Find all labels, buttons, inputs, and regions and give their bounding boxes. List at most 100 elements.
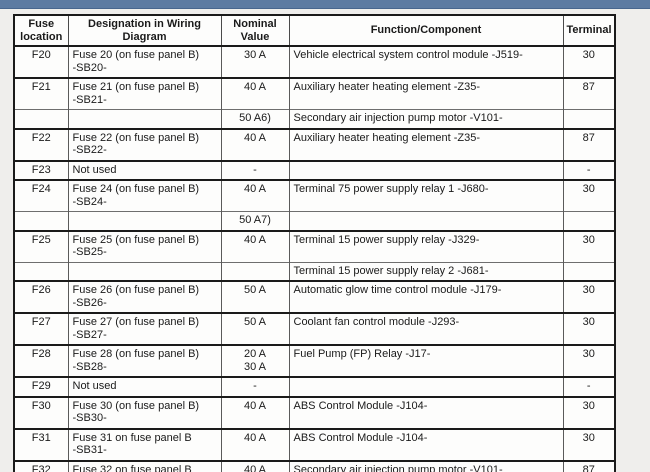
function-cell: Vehicle electrical system control module… bbox=[288, 46, 563, 78]
function-cell: ABS Control Module -J104- bbox=[288, 396, 563, 429]
terminal-cell: 87 bbox=[562, 460, 615, 472]
fuse-location-cell: F23 bbox=[31, 163, 51, 176]
nominal-value-cell: - bbox=[220, 377, 289, 397]
fuse-location-cell: F31 bbox=[31, 431, 51, 444]
terminal-cell: - bbox=[562, 377, 615, 397]
terminal-cell: - bbox=[562, 160, 615, 180]
designation-cell: Fuse 25 (on fuse panel B) -SB25- bbox=[67, 230, 221, 262]
table-row: F21 Fuse 21 (on fuse panel B) -SB21- 40 … bbox=[14, 78, 615, 110]
terminal-cell: 87 bbox=[562, 78, 615, 110]
nominal-value-cell: 50 A bbox=[220, 281, 289, 313]
table-row: 50 A6) Secondary air injection pump moto… bbox=[14, 109, 615, 129]
designation-cell: Not used bbox=[67, 160, 221, 180]
fuse-location-cell: F28 bbox=[31, 348, 51, 360]
table-row: F28 Fuse 28 (on fuse panel B) -SB28- 20 … bbox=[14, 345, 615, 377]
fuse-assignment-table: Fuse location Designation in Wiring Diag… bbox=[13, 14, 616, 472]
column-header-fuse-location: Fuse location bbox=[14, 15, 68, 47]
function-cell: Automatic glow time control module -J179… bbox=[288, 281, 563, 313]
column-header-terminal: Terminal bbox=[562, 15, 615, 47]
designation-cell: Fuse 22 (on fuse panel B) -SB22- bbox=[67, 128, 221, 161]
nominal-value-cell: 50 A6) bbox=[220, 109, 289, 129]
function-cell: Coolant fan control module -J293- bbox=[288, 313, 563, 345]
table-row: Terminal 15 power supply relay 2 -J681- bbox=[14, 262, 615, 281]
table-row: 50 A7) bbox=[14, 211, 615, 231]
function-cell bbox=[288, 377, 563, 397]
nominal-value-cell: - bbox=[220, 160, 289, 180]
table-row: F31 Fuse 31 on fuse panel B -SB31- 40 A … bbox=[14, 428, 615, 461]
table-row: F30 Fuse 30 (on fuse panel B) -SB30- 40 … bbox=[14, 396, 615, 429]
nominal-value-cell: 40 A bbox=[220, 230, 289, 262]
table-body: F20 Fuse 20 (on fuse panel B) -SB20- 30 … bbox=[14, 46, 615, 472]
fuse-location-cell bbox=[14, 212, 68, 231]
terminal-cell: 30 bbox=[562, 396, 615, 429]
table-row: F23 Not used - - bbox=[14, 160, 615, 180]
fuse-location-cell bbox=[14, 110, 68, 129]
table-row: F26 Fuse 26 (on fuse panel B) -SB26- 50 … bbox=[14, 281, 615, 313]
terminal-cell: 30 bbox=[562, 180, 615, 212]
fuse-location-cell: F20 bbox=[31, 49, 51, 61]
nominal-value-cell: 20 A 30 A bbox=[220, 345, 289, 377]
designation-cell bbox=[67, 109, 221, 129]
table-row: F25 Fuse 25 (on fuse panel B) -SB25- 40 … bbox=[14, 230, 615, 262]
table-row: F32 Fuse 32 on fuse panel B -SB32- 40 A … bbox=[14, 460, 615, 472]
function-cell: Secondary air injection pump motor -V101… bbox=[288, 460, 563, 472]
designation-cell bbox=[67, 211, 221, 231]
terminal-cell: 30 bbox=[562, 428, 615, 461]
nominal-value-cell: 40 A bbox=[220, 428, 289, 461]
nominal-value-cell: 50 A7) bbox=[220, 211, 289, 231]
function-cell: Fuel Pump (FP) Relay -J17- bbox=[288, 345, 563, 377]
terminal-cell bbox=[562, 262, 615, 281]
designation-cell: Fuse 31 on fuse panel B -SB31- bbox=[67, 428, 221, 461]
terminal-cell: 30 bbox=[562, 345, 615, 377]
function-cell: Secondary air injection pump motor -V101… bbox=[288, 109, 563, 129]
terminal-cell: 30 bbox=[562, 281, 615, 313]
designation-cell: Fuse 26 (on fuse panel B) -SB26- bbox=[67, 281, 221, 313]
designation-cell: Fuse 20 (on fuse panel B) -SB20- bbox=[67, 46, 221, 78]
table-row: F24 Fuse 24 (on fuse panel B) -SB24- 40 … bbox=[14, 180, 615, 212]
designation-cell: Fuse 32 on fuse panel B -SB32- bbox=[67, 460, 221, 472]
terminal-cell bbox=[562, 211, 615, 231]
terminal-cell bbox=[562, 109, 615, 129]
column-header-nominal-value: Nominal Value bbox=[220, 15, 289, 47]
nominal-value-cell bbox=[220, 262, 289, 281]
terminal-cell: 30 bbox=[562, 46, 615, 78]
terminal-cell: 30 bbox=[562, 313, 615, 345]
function-cell: Auxiliary heater heating element -Z35- bbox=[288, 78, 563, 110]
nominal-value-cell: 40 A bbox=[220, 460, 289, 472]
table-row: F29 Not used - - bbox=[14, 377, 615, 397]
function-cell: ABS Control Module -J104- bbox=[288, 428, 563, 461]
fuse-location-cell: F22 bbox=[31, 131, 51, 144]
fuse-location-cell: F27 bbox=[31, 316, 51, 328]
column-header-designation: Designation in Wiring Diagram bbox=[67, 15, 221, 47]
function-cell: Terminal 15 power supply relay -J329- bbox=[288, 230, 563, 262]
fuse-location-cell: F21 bbox=[31, 81, 51, 93]
column-header-function-component: Function/Component bbox=[288, 15, 563, 47]
function-cell bbox=[288, 211, 563, 231]
fuse-location-cell: F29 bbox=[31, 380, 51, 392]
designation-cell: Fuse 27 (on fuse panel B) -SB27- bbox=[67, 313, 221, 345]
function-cell bbox=[288, 160, 563, 180]
terminal-cell: 30 bbox=[562, 230, 615, 262]
window-top-bar bbox=[0, 0, 650, 9]
nominal-value-cell: 40 A bbox=[220, 180, 289, 212]
fuse-location-cell: F25 bbox=[31, 233, 51, 246]
table-row: F27 Fuse 27 (on fuse panel B) -SB27- 50 … bbox=[14, 313, 615, 345]
fuse-location-cell: F32 bbox=[31, 463, 51, 472]
designation-cell bbox=[67, 262, 221, 281]
fuse-location-cell: F30 bbox=[31, 399, 51, 412]
table-row: F22 Fuse 22 (on fuse panel B) -SB22- 40 … bbox=[14, 128, 615, 161]
nominal-value-cell: 30 A bbox=[220, 46, 289, 78]
nominal-value-cell: 40 A bbox=[220, 128, 289, 161]
function-cell: Terminal 75 power supply relay 1 -J680- bbox=[288, 180, 563, 212]
table-row: F20 Fuse 20 (on fuse panel B) -SB20- 30 … bbox=[14, 46, 615, 78]
document-page: Fuse location Designation in Wiring Diag… bbox=[0, 9, 650, 472]
fuse-location-cell: F24 bbox=[31, 183, 51, 195]
nominal-value-cell: 40 A bbox=[220, 78, 289, 110]
function-cell: Auxiliary heater heating element -Z35- bbox=[288, 128, 563, 161]
designation-cell: Fuse 24 (on fuse panel B) -SB24- bbox=[67, 180, 221, 212]
function-cell: Terminal 15 power supply relay 2 -J681- bbox=[288, 262, 563, 281]
fuse-location-cell bbox=[14, 262, 68, 281]
nominal-value-cell: 40 A bbox=[220, 396, 289, 429]
table-header-row: Fuse location Designation in Wiring Diag… bbox=[14, 15, 615, 47]
designation-cell: Fuse 28 (on fuse panel B) -SB28- bbox=[67, 345, 221, 377]
